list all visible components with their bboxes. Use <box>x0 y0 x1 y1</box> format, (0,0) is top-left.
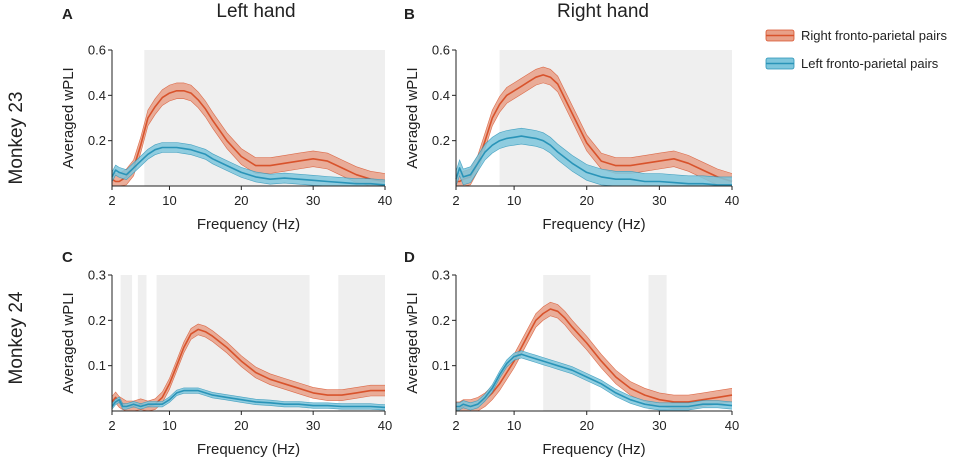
y-axis-label-b: Averaged wPLI <box>404 67 421 168</box>
panel-b: B 2 10 20 30 40 0.2 0.4 0.6 Frequency (Hz) Average… <box>404 6 739 233</box>
series-band-upper-edge-right-a <box>111 82 386 174</box>
x-tick-label-c-2: 20 <box>234 418 248 433</box>
panel-c: C 2 10 20 30 40 0.1 0.2 0.3 Frequency (Hz) Average… <box>60 249 392 458</box>
series-band-right-d <box>456 302 732 411</box>
series-line-left-b <box>455 135 732 186</box>
series-line-right-a <box>111 90 386 183</box>
series-band-upper-edge-left-c <box>111 387 386 405</box>
y-axis-label-c: Averaged wPLI <box>60 292 77 393</box>
panel-a: A 2 10 20 30 40 0.2 0.4 0.6 Frequency (Hz) Average… <box>60 6 392 233</box>
row-title-monkey-23: Monkey 23 <box>6 92 27 185</box>
legend-item-left: Left fronto-parietal pairs <box>765 56 939 71</box>
x-tick-label-a-2: 20 <box>234 193 248 208</box>
legend-label-left: Left fronto-parietal pairs <box>801 56 939 71</box>
significance-band-c-1 <box>137 275 147 411</box>
x-tick-label-d-3: 30 <box>652 418 666 433</box>
y-axis-label-d: Averaged wPLI <box>404 292 421 393</box>
y-tick-label-b-2: 0.6 <box>432 43 450 58</box>
x-axis-label-a: Frequency (Hz) <box>197 216 300 233</box>
series-line-left-d <box>456 353 733 408</box>
legend-label-right: Right fronto-parietal pairs <box>801 28 947 43</box>
legend: Right fronto-parietal pairs Left fronto-… <box>765 28 947 71</box>
series-line-left-a <box>111 146 386 186</box>
y-tick-label-c-0: 0.1 <box>88 358 106 373</box>
x-tick-label-a-3: 30 <box>306 193 320 208</box>
x-tick-label-b-3: 30 <box>652 193 666 208</box>
row-title-monkey-24: Monkey 24 <box>6 291 27 384</box>
x-tick-label-c-0: 2 <box>108 418 115 433</box>
series-band-right-a <box>112 82 385 186</box>
y-tick-label-b-1: 0.4 <box>432 88 450 103</box>
panel-letter-b: B <box>404 6 415 23</box>
y-axis-label-a: Averaged wPLI <box>60 67 77 168</box>
series-band-upper-edge-left-b <box>455 127 732 178</box>
column-title-left-hand: Left hand <box>216 1 295 22</box>
y-tick-label-a-2: 0.6 <box>88 43 106 58</box>
panel-d: D 2 10 20 30 40 0.1 0.2 0.3 Frequency (Hz) Average… <box>404 249 739 458</box>
column-title-right-hand: Right hand <box>557 1 649 22</box>
x-tick-label-c-3: 30 <box>306 418 320 433</box>
series-band-lower-edge-left-d <box>456 357 733 411</box>
panel-letter-d: D <box>404 249 415 266</box>
x-tick-label-c-1: 10 <box>162 418 176 433</box>
series-band-upper-edge-left-a <box>111 142 386 181</box>
y-tick-label-a-0: 0.2 <box>88 133 106 148</box>
y-tick-label-c-2: 0.3 <box>88 268 106 283</box>
series-band-left-a <box>112 142 385 186</box>
series-band-upper-edge-right-b <box>456 66 733 174</box>
significance-band-d-1 <box>648 275 667 411</box>
series-band-left-c <box>112 387 385 411</box>
series-band-lower-edge-left-c <box>111 392 386 411</box>
x-axis-label-c: Frequency (Hz) <box>197 441 300 458</box>
y-tick-label-a-1: 0.4 <box>88 88 106 103</box>
x-tick-label-a-4: 40 <box>378 193 392 208</box>
x-tick-label-d-4: 40 <box>725 418 739 433</box>
y-tick-label-d-0: 0.1 <box>432 358 450 373</box>
y-tick-label-d-1: 0.2 <box>432 313 450 328</box>
series-band-right-b <box>456 67 732 186</box>
x-tick-label-b-1: 10 <box>507 193 521 208</box>
series-band-upper-edge-right-d <box>456 301 733 403</box>
x-tick-label-a-0: 2 <box>108 193 115 208</box>
series-band-upper-edge-left-d <box>456 350 733 404</box>
y-tick-label-d-2: 0.3 <box>432 268 450 283</box>
x-tick-label-b-2: 20 <box>580 193 594 208</box>
y-tick-label-b-0: 0.2 <box>432 133 450 148</box>
y-tick-label-c-1: 0.2 <box>88 313 106 328</box>
x-tick-label-d-0: 2 <box>452 418 459 433</box>
significance-band-c-0 <box>120 275 133 411</box>
panel-letter-a: A <box>62 6 73 23</box>
x-tick-label-a-1: 10 <box>162 193 176 208</box>
series-band-left-b <box>456 128 732 186</box>
panel-letter-c: C <box>62 249 73 266</box>
legend-item-right: Right fronto-parietal pairs <box>765 28 947 43</box>
series-band-upper-edge-right-c <box>111 323 385 402</box>
series-line-left-c <box>111 389 386 409</box>
x-tick-label-b-0: 2 <box>452 193 459 208</box>
x-axis-label-d: Frequency (Hz) <box>542 441 645 458</box>
x-tick-label-d-2: 20 <box>580 418 594 433</box>
x-tick-label-c-4: 40 <box>378 418 392 433</box>
x-tick-label-d-1: 10 <box>507 418 521 433</box>
x-tick-label-b-4: 40 <box>725 193 739 208</box>
x-axis-label-b: Frequency (Hz) <box>542 216 645 233</box>
